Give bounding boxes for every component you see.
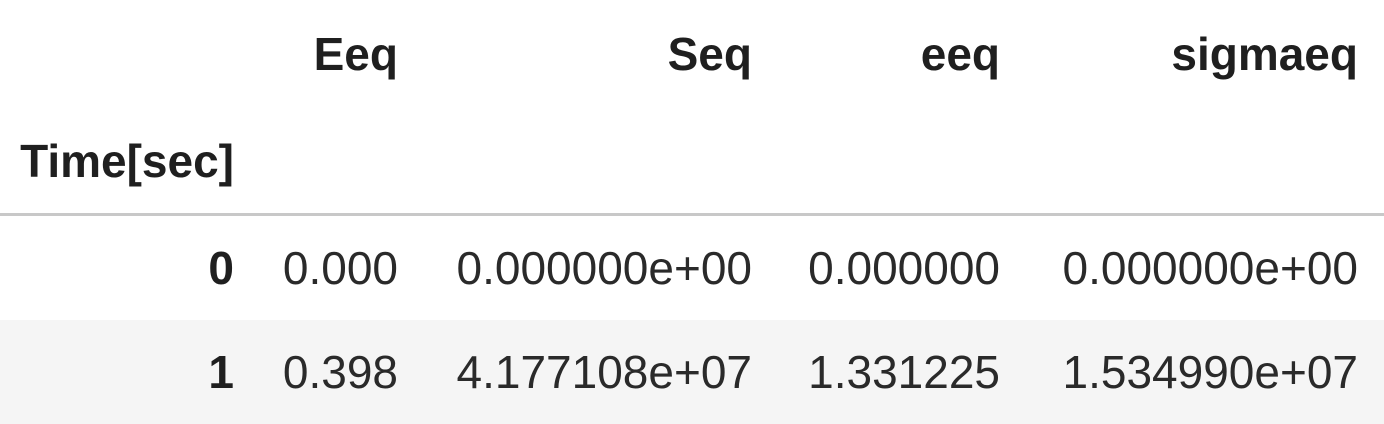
index-name-spacer [424, 108, 778, 215]
column-header-blank [0, 0, 258, 108]
table-cell: 0.000000e+00 [424, 215, 778, 321]
table-cell: 0.000000e+00 [1026, 215, 1384, 321]
table-cell: 4.177108e+07 [424, 320, 778, 424]
column-header-seq: Seq [424, 0, 778, 108]
table-cell: 0.398 [258, 320, 424, 424]
table-cell: 0.000 [258, 215, 424, 321]
index-name-row: Time[sec] [0, 108, 1384, 215]
table-cell: 1.534990e+07 [1026, 320, 1384, 424]
table-row: 1 0.398 4.177108e+07 1.331225 1.534990e+… [0, 320, 1384, 424]
index-name: Time[sec] [0, 108, 258, 215]
row-index-label: 0 [0, 215, 258, 321]
index-name-spacer [1026, 108, 1384, 215]
table-header: Eeq Seq eeq sigmaeq Time[sec] [0, 0, 1384, 215]
row-index-label: 1 [0, 320, 258, 424]
table-body: 0 0.000 0.000000e+00 0.000000 0.000000e+… [0, 215, 1384, 424]
column-header-eeq-lower: eeq [778, 0, 1026, 108]
column-header-sigmaeq: sigmaeq [1026, 0, 1384, 108]
table-row: 0 0.000 0.000000e+00 0.000000 0.000000e+… [0, 215, 1384, 321]
table-cell: 1.331225 [778, 320, 1026, 424]
index-name-spacer [258, 108, 424, 215]
index-name-spacer [778, 108, 1026, 215]
column-header-row: Eeq Seq eeq sigmaeq [0, 0, 1384, 108]
column-header-eeq-upper: Eeq [258, 0, 424, 108]
table-cell: 0.000000 [778, 215, 1026, 321]
